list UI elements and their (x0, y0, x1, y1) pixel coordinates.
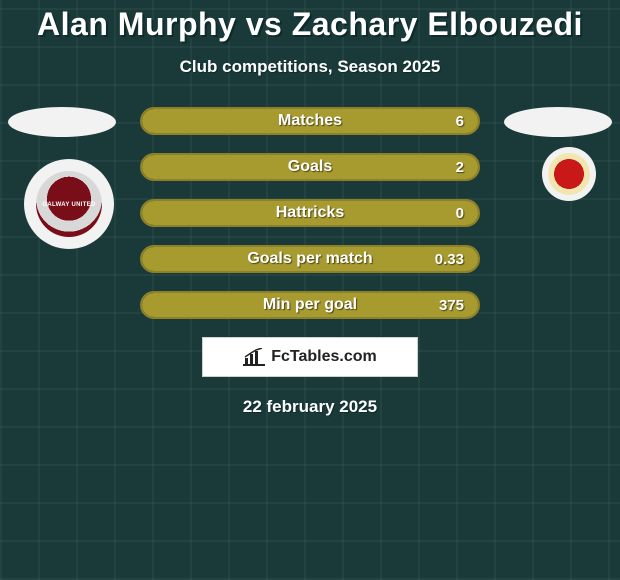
player-photo-left (8, 107, 116, 137)
club-badge-right (542, 147, 596, 201)
stat-value: 375 (439, 293, 464, 317)
galway-crest-icon (36, 171, 102, 237)
stat-row-mpg: Min per goal 375 (140, 291, 480, 319)
brand-text: FcTables.com (271, 348, 377, 366)
comparison-area: Matches 6 Goals 2 Hattricks 0 Goals per … (0, 107, 620, 319)
stat-label: Hattricks (142, 201, 478, 225)
stpats-crest-icon (548, 153, 590, 195)
stat-label: Min per goal (142, 293, 478, 317)
stat-row-hattricks: Hattricks 0 (140, 199, 480, 227)
page-title: Alan Murphy vs Zachary Elbouzedi (0, 6, 620, 43)
stat-label: Goals (142, 155, 478, 179)
footer-date: 22 february 2025 (0, 397, 620, 417)
stat-label: Goals per match (142, 247, 478, 271)
stat-value: 2 (456, 155, 464, 179)
stat-row-goals: Goals 2 (140, 153, 480, 181)
stat-label: Matches (142, 109, 478, 133)
player-photo-right (504, 107, 612, 137)
subtitle: Club competitions, Season 2025 (0, 57, 620, 77)
stat-value: 0.33 (435, 247, 464, 271)
club-badge-left (24, 159, 114, 249)
stat-bars: Matches 6 Goals 2 Hattricks 0 Goals per … (140, 107, 480, 319)
stat-value: 6 (456, 109, 464, 133)
stat-row-matches: Matches 6 (140, 107, 480, 135)
barchart-icon (243, 348, 265, 366)
stat-value: 0 (456, 201, 464, 225)
brand-box[interactable]: FcTables.com (202, 337, 418, 377)
infographic: Alan Murphy vs Zachary Elbouzedi Club co… (0, 0, 620, 417)
stat-row-gpm: Goals per match 0.33 (140, 245, 480, 273)
